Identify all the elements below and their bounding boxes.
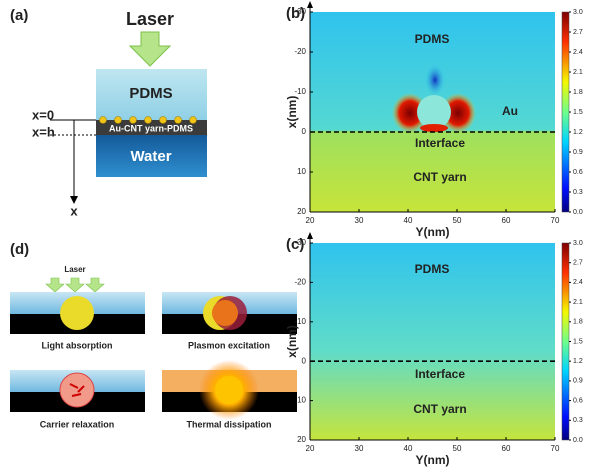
colorbar-tick-label: 2.7 xyxy=(573,260,583,267)
field-b xyxy=(310,12,555,212)
y-tick-label: -30 xyxy=(294,238,306,247)
y-axis-title: x(nm) xyxy=(285,96,299,129)
y-tick-label: -10 xyxy=(294,87,306,96)
colorbar-tick-label: 2.1 xyxy=(573,299,583,306)
y-tick-label: 10 xyxy=(297,167,306,176)
axis-arrow xyxy=(307,232,313,239)
xh-label: x=h xyxy=(32,124,55,139)
panel-label: (c) xyxy=(286,236,304,253)
x-tick-label: 60 xyxy=(502,216,511,225)
y-tick-label: -10 xyxy=(294,317,306,326)
x-tick-label: 40 xyxy=(404,216,413,225)
colorbar-tick-label: 0.6 xyxy=(573,169,583,176)
y-tick-label: -30 xyxy=(294,7,306,16)
step-caption: Thermal dissipation xyxy=(186,419,271,429)
colorbar-tick-label: 3.0 xyxy=(573,240,583,247)
layer-label: Au-CNT yarn-PDMS xyxy=(109,123,193,133)
y-tick-label: 0 xyxy=(302,127,307,136)
colorbar-tick-label: 0.9 xyxy=(573,149,583,156)
x-tick-label: 50 xyxy=(453,216,462,225)
x0-label: x=0 xyxy=(32,107,54,122)
y-tick-label: -20 xyxy=(294,47,306,56)
field-lobe xyxy=(440,93,476,133)
composite-layer xyxy=(96,120,207,135)
particle xyxy=(212,300,238,326)
annotation: PDMS xyxy=(415,32,450,46)
pdms-label: PDMS xyxy=(129,85,172,102)
colorbar-tick-label: 1.2 xyxy=(573,358,583,365)
laser-arrow xyxy=(128,31,172,67)
particle xyxy=(215,376,243,404)
colorbar-tick-label: 1.2 xyxy=(573,129,583,136)
field-lobe xyxy=(392,93,428,133)
nanoparticles xyxy=(99,116,197,124)
panel-d: (d) Laser Light absorption Plasmon excit… xyxy=(10,241,297,429)
colorbar-tick-label: 0.0 xyxy=(573,209,583,216)
colorbar-tick-label: 1.8 xyxy=(573,319,583,326)
x-tick-label: 30 xyxy=(355,216,364,225)
x-tick-label: 20 xyxy=(306,216,315,225)
x-axis-title: Y(nm) xyxy=(416,453,450,467)
x-tick-label: 50 xyxy=(453,444,462,453)
annotation: Interface xyxy=(415,367,465,381)
x-tick-label: 70 xyxy=(551,444,560,453)
panel-label: (d) xyxy=(10,241,29,258)
field-lobe xyxy=(420,124,448,132)
colorbar-tick-label: 0.3 xyxy=(573,189,583,196)
colorbar-tick-label: 2.4 xyxy=(573,49,583,56)
annotation: CNT yarn xyxy=(413,170,466,184)
colorbar-tick-label: 0.6 xyxy=(573,397,583,404)
colorbar-tick-label: 0.0 xyxy=(573,437,583,444)
panel-a: (a) Laser PDMS Au-CNT yarn-PDMS Water x=… xyxy=(10,7,207,218)
step-caption: Carrier relaxation xyxy=(40,419,115,429)
field-spot xyxy=(425,64,445,96)
water-block xyxy=(96,135,207,177)
step-caption: Plasmon excitation xyxy=(188,340,270,350)
y-tick-label: 20 xyxy=(297,435,306,444)
x-axis-title: Y(nm) xyxy=(416,225,450,239)
panel-label: (a) xyxy=(10,7,28,24)
pdms-block xyxy=(96,69,207,120)
axis-label: x xyxy=(70,203,78,218)
annotation: PDMS xyxy=(415,262,450,276)
x-tick-label: 40 xyxy=(404,444,413,453)
x-tick-label: 30 xyxy=(355,444,364,453)
axis-arrow xyxy=(307,1,313,8)
step-caption: Light absorption xyxy=(42,340,113,350)
x-tick-label: 70 xyxy=(551,216,560,225)
y-tick-label: 0 xyxy=(302,356,307,365)
panel-label: (b) xyxy=(286,5,305,22)
y-axis-title: x(nm) xyxy=(285,325,299,358)
laser-arrows xyxy=(45,277,105,293)
colorbar-tick-label: 1.5 xyxy=(573,109,583,116)
annotation: CNT yarn xyxy=(413,402,466,416)
colorbar xyxy=(561,11,570,213)
colorbar-tick-label: 2.7 xyxy=(573,29,583,36)
water-label: Water xyxy=(130,148,171,165)
y-tick-label: 20 xyxy=(297,207,306,216)
laser-label: Laser xyxy=(126,9,174,29)
colorbar-tick-label: 1.8 xyxy=(573,89,583,96)
field-map xyxy=(310,243,555,440)
colorbar xyxy=(561,242,570,441)
arrow-head xyxy=(70,196,78,204)
laser-label: Laser xyxy=(64,265,85,274)
y-tick-label: -20 xyxy=(294,278,306,287)
y-tick-label: 10 xyxy=(297,396,306,405)
carriers xyxy=(69,383,85,397)
particle xyxy=(417,95,451,129)
colorbar-tick-label: 2.1 xyxy=(573,69,583,76)
annotation: Au xyxy=(502,104,518,118)
particle xyxy=(59,372,95,408)
colorbar-tick-label: 2.4 xyxy=(573,279,583,286)
colorbar-tick-label: 3.0 xyxy=(573,9,583,16)
annotation: Interface xyxy=(415,136,465,150)
colorbar-tick-label: 0.3 xyxy=(573,417,583,424)
colorbar-tick-label: 0.9 xyxy=(573,378,583,385)
particle xyxy=(60,296,94,330)
colorbar-tick-label: 1.5 xyxy=(573,338,583,345)
x-tick-label: 60 xyxy=(502,444,511,453)
x-tick-label: 20 xyxy=(306,444,315,453)
